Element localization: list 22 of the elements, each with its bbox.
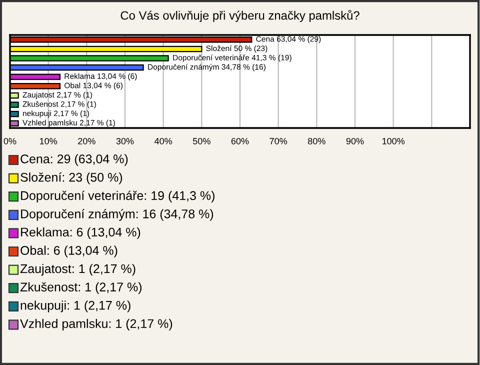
x-tick-label: 80% bbox=[308, 138, 326, 144]
text: Cena: 29 (63,04 %) bbox=[20, 154, 128, 166]
text: Doporučení veterináře: 19 (41,3 %) bbox=[21, 190, 214, 202]
chart-title: Co Vás ovlivňuje při výberu značky pamlsků? bbox=[120, 10, 360, 22]
text: Zaujatost: 1 (2,17 %) bbox=[20, 264, 136, 276]
x-tick-label: 50% bbox=[192, 138, 210, 144]
x-tick-label: 0% bbox=[4, 138, 16, 144]
text: Složení: 23 (50 %) bbox=[20, 172, 122, 184]
text: Obal: 6 (13,04 %) bbox=[20, 246, 118, 258]
text: Zkušenost: 1 (2,17 %) bbox=[20, 282, 142, 294]
text: Reklama: 6 (13,04 %) bbox=[21, 227, 140, 240]
x-tick-label: 20% bbox=[78, 138, 96, 144]
x-tick-label: 60% bbox=[231, 138, 249, 144]
x-tick-label: 40% bbox=[154, 138, 172, 144]
x-tick-label: 70% bbox=[270, 138, 288, 144]
x-tick-label: 30% bbox=[116, 138, 134, 144]
x-tick-label: 100% bbox=[382, 138, 405, 144]
x-tick-label: 10% bbox=[40, 138, 58, 144]
x-tick-label: 90% bbox=[346, 138, 364, 144]
text: nekupuji: 1 (2,17 %) bbox=[20, 300, 130, 312]
text: Doporučení známým: 16 (34,78 %) bbox=[21, 209, 214, 221]
text: Vzhled pamlsku: 1 (2,17 %) bbox=[20, 318, 172, 331]
